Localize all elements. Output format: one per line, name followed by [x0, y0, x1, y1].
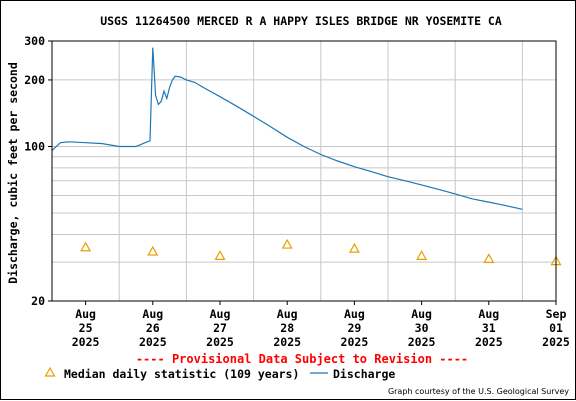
chart-title: USGS 11264500 MERCED R A HAPPY ISLES BRI…	[100, 14, 502, 28]
grid-lines	[52, 40, 556, 302]
x-tick-label: Sep 01 2025	[542, 307, 570, 349]
legend-discharge-label: Discharge	[333, 367, 395, 381]
median-markers	[80, 238, 562, 266]
provisional-notice: ---- Provisional Data Subject to Revisio…	[136, 352, 468, 366]
x-tick-label: Aug 30 2025	[408, 307, 436, 349]
y-tick-label: 20	[31, 294, 45, 308]
median-triangle-marker	[416, 250, 428, 260]
x-tick-label: Aug 31 2025	[475, 307, 503, 349]
x-tick-label: Aug 29 2025	[341, 307, 369, 349]
x-tick-label: Aug 25 2025	[72, 307, 100, 349]
y-axis-label: Discharge, cubic feet per second	[6, 62, 20, 284]
x-tick-label: Aug 26 2025	[139, 307, 167, 349]
discharge-line	[51, 47, 523, 210]
y-tick-label: 300	[24, 34, 45, 48]
x-tick-label: Aug 27 2025	[206, 307, 234, 349]
legend: Median daily statistic (109 years) Disch…	[44, 366, 395, 381]
plot-border	[51, 40, 557, 302]
median-triangle-marker	[483, 253, 495, 264]
median-triangle-marker	[214, 250, 226, 260]
y-axis-ticks: 20 100 200 300	[24, 34, 52, 308]
x-axis-ticks: Aug 25 2025 Aug 26 2025 Aug 27 2025 Aug 28 2025 Aug 2…	[72, 301, 570, 349]
x-tick-label: Aug 28 2025	[273, 307, 301, 349]
median-triangle-marker	[348, 242, 360, 253]
y-tick-label: 200	[24, 73, 45, 87]
y-tick-label: 100	[24, 139, 45, 153]
median-triangle-marker	[147, 245, 159, 256]
legend-median-label: Median daily statistic (109 years)	[64, 367, 299, 381]
credit-text: Graph courtesy of the U.S. Geological Su…	[388, 387, 569, 396]
median-triangle-marker	[281, 238, 293, 249]
median-triangle-marker	[80, 241, 92, 252]
legend-median-marker	[44, 366, 56, 377]
